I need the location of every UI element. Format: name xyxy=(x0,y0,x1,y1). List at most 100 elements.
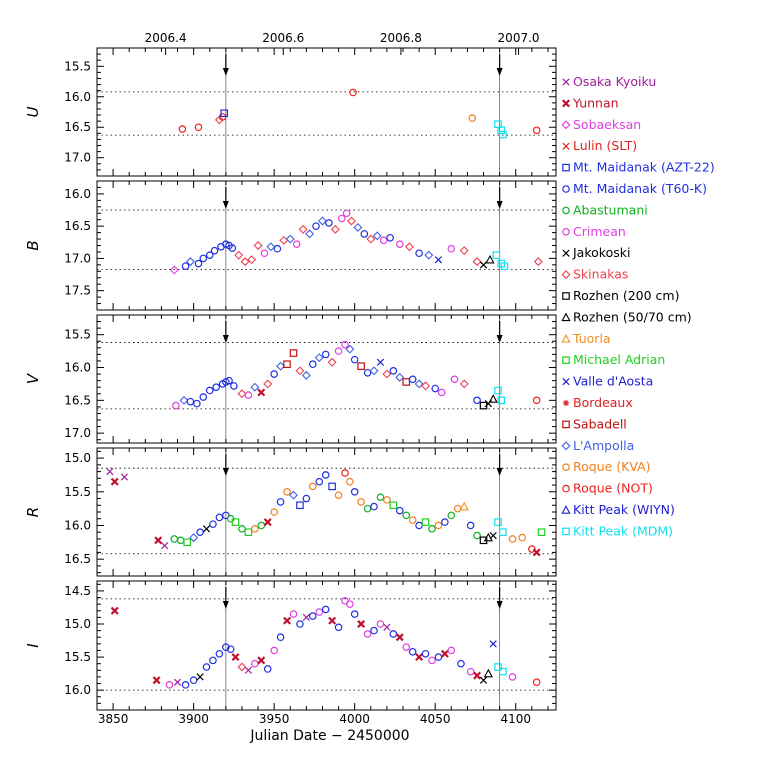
data-point xyxy=(437,388,446,397)
data-point xyxy=(257,388,266,397)
data-point xyxy=(212,383,220,392)
legend-symbol-icon xyxy=(561,441,571,451)
data-point xyxy=(440,649,449,658)
data-point xyxy=(106,467,114,476)
data-point xyxy=(528,545,536,553)
data-point xyxy=(210,246,219,255)
legend-item: Valle d'Aosta xyxy=(562,374,653,389)
data-point xyxy=(350,355,359,364)
observatory-legend: Osaka Kyoiku Yunnan Sobaeksan Lulin (SLT) Mt… xyxy=(561,74,715,538)
data-point xyxy=(408,516,417,524)
legend-label: Rozhen (200 cm) xyxy=(573,288,679,303)
legend-item: Roque (NOT) xyxy=(562,481,653,496)
legend-label: Jakokoski xyxy=(572,245,630,260)
legend-symbol-icon xyxy=(562,206,570,215)
data-point xyxy=(499,667,507,676)
data-point xyxy=(492,251,501,259)
arrow-head-icon xyxy=(496,201,503,209)
legend-item: Bordeaux xyxy=(562,395,633,410)
y-tick-label: 16.0 xyxy=(64,683,91,697)
data-point xyxy=(434,256,443,264)
y-tick-label: 16.5 xyxy=(64,552,91,566)
legend-item: Tuorla xyxy=(561,331,611,346)
data-point xyxy=(110,477,119,486)
data-point xyxy=(222,643,230,651)
data-point xyxy=(488,394,498,403)
data-point xyxy=(283,360,291,369)
data-point xyxy=(376,358,385,366)
data-point xyxy=(199,254,208,263)
data-point xyxy=(447,511,456,520)
data-point xyxy=(244,666,253,674)
data-point xyxy=(447,646,456,655)
legend-symbol-icon xyxy=(562,249,570,257)
legend-label: Sabadell xyxy=(573,416,627,431)
x-axis-label: Julian Date − 2450000 xyxy=(249,728,409,744)
data-point xyxy=(289,610,298,618)
data-point xyxy=(372,231,382,241)
data-point xyxy=(202,663,211,671)
data-point xyxy=(238,525,246,533)
panel-frame xyxy=(96,47,557,177)
data-point xyxy=(434,521,443,530)
data-point xyxy=(366,234,376,244)
legend-item: Osaka Kyoiku xyxy=(562,74,656,89)
data-point xyxy=(230,382,238,390)
top-axis-label: 2007.0 xyxy=(498,31,540,45)
legend-symbol-icon xyxy=(561,333,571,343)
data-point xyxy=(453,504,462,513)
data-point xyxy=(346,477,354,486)
data-point xyxy=(370,502,378,511)
data-point xyxy=(181,681,190,689)
data-point xyxy=(415,521,423,530)
data-point xyxy=(363,630,372,638)
data-point xyxy=(402,511,411,520)
data-point xyxy=(353,222,363,232)
data-point xyxy=(489,531,497,540)
y-tick-label: 17.0 xyxy=(64,251,91,265)
data-point xyxy=(205,386,214,395)
data-point xyxy=(296,620,304,628)
data-point xyxy=(302,494,311,503)
arrow-head-icon xyxy=(496,68,503,76)
y-tick-label: 16.5 xyxy=(64,219,91,233)
data-point xyxy=(345,344,355,354)
data-point xyxy=(421,518,430,526)
data-point xyxy=(395,240,404,249)
data-point xyxy=(194,259,203,268)
data-point xyxy=(402,643,411,651)
data-point xyxy=(309,612,317,620)
legend-symbol-icon xyxy=(562,163,570,172)
y-axis-label: I xyxy=(24,643,42,648)
data-point xyxy=(434,653,443,661)
data-point xyxy=(395,633,404,642)
legend-symbol-icon xyxy=(562,142,570,150)
data-point xyxy=(494,663,502,671)
data-point xyxy=(500,262,509,270)
data-point xyxy=(473,671,482,680)
data-point xyxy=(395,506,404,515)
data-point xyxy=(202,525,211,533)
data-point xyxy=(225,376,233,385)
legend-symbol-icon xyxy=(562,99,570,108)
data-point xyxy=(289,490,298,500)
legend-label: Valle d'Aosta xyxy=(573,374,653,389)
bottom-date-axis: 3850 3900 3950 4000 4050 4100 xyxy=(98,712,531,726)
data-point xyxy=(532,678,541,687)
data-point xyxy=(315,477,324,486)
data-point xyxy=(468,114,477,122)
data-point xyxy=(499,528,507,537)
data-point xyxy=(346,600,354,608)
legend-label: Michael Adrian xyxy=(573,352,665,367)
y-tick-label: 16.0 xyxy=(64,187,91,201)
data-point xyxy=(247,255,257,265)
legend-item: Crimean xyxy=(562,224,626,239)
data-point xyxy=(244,528,253,537)
legend-symbol-icon xyxy=(562,399,570,407)
data-point xyxy=(279,235,289,245)
legend-item: Rozhen (200 cm) xyxy=(562,288,679,303)
legend-item: Kitt Peak (WIYN) xyxy=(561,502,675,517)
data-point xyxy=(276,498,285,506)
data-point xyxy=(193,399,201,408)
